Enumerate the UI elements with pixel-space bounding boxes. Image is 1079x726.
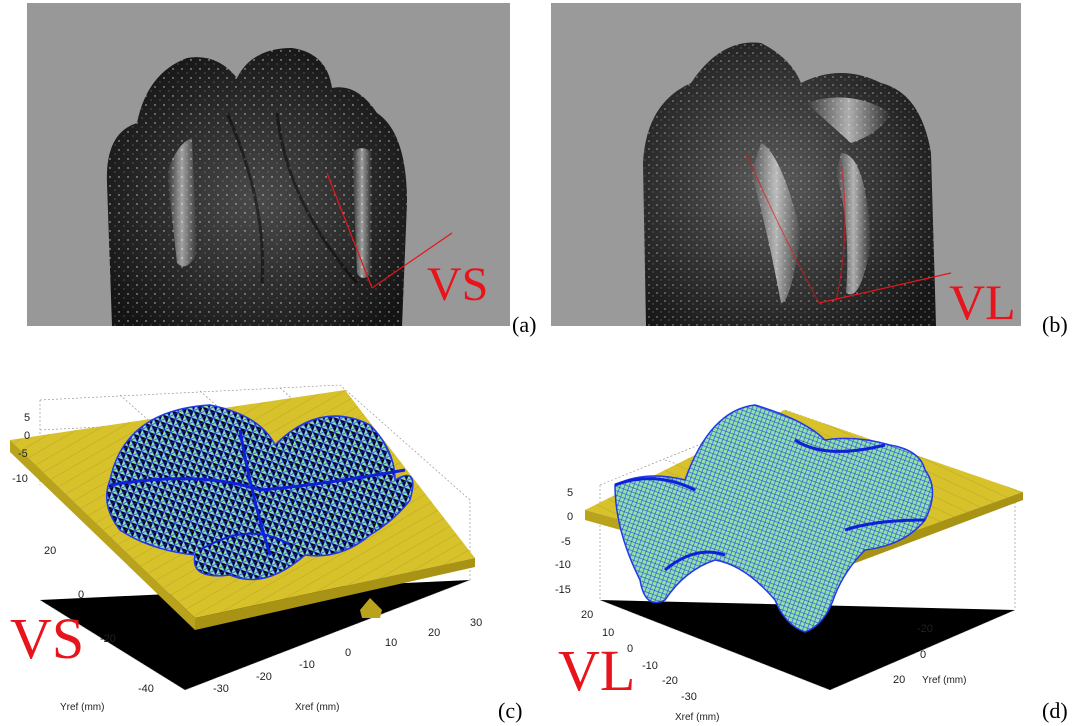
z-tick: 5 bbox=[24, 412, 30, 424]
x-tick: -30 bbox=[213, 683, 229, 695]
photo-vs-tool: VS bbox=[27, 3, 510, 326]
surface-mesh bbox=[105, 404, 414, 581]
x-tick: 10 bbox=[385, 637, 397, 649]
z-tick: 0 bbox=[24, 430, 30, 442]
panel-b: VL (b) bbox=[545, 0, 1079, 345]
z-tick: 0 bbox=[567, 511, 573, 523]
y-axis-label: Yref (mm) bbox=[60, 702, 104, 713]
x-tick: -30 bbox=[681, 691, 697, 703]
x-tick: -20 bbox=[256, 671, 272, 683]
caption-c: (c) bbox=[498, 698, 523, 723]
x-tick: -10 bbox=[299, 659, 315, 671]
z-tick: -10 bbox=[12, 473, 28, 485]
photo-vl-tool: VL bbox=[551, 3, 1021, 326]
y-tick: 0 bbox=[78, 589, 84, 601]
x-axis-label: Xref (mm) bbox=[295, 702, 339, 713]
photo-label-vl: VL bbox=[949, 274, 1016, 326]
x-tick: 0 bbox=[627, 643, 633, 655]
x-tick: -10 bbox=[642, 660, 658, 672]
z-tick: -15 bbox=[555, 584, 571, 596]
x-tick: -20 bbox=[662, 675, 678, 687]
surface-plot-vl: 5 0 -5 -10 -15 20 10 0 -10 -20 -30 -20 0… bbox=[545, 370, 1035, 726]
panel-c: 5 0 -5 -10 20 0 -20 -40 -30 -20 -10 0 10… bbox=[0, 370, 540, 726]
x-axis-label: Xref (mm) bbox=[675, 712, 719, 723]
x-tick: 20 bbox=[428, 627, 440, 639]
y-tick: -20 bbox=[100, 633, 116, 645]
plot-label-vs: VS bbox=[10, 606, 85, 671]
surface-mesh bbox=[614, 404, 934, 633]
x-tick: 10 bbox=[602, 627, 614, 639]
z-tick: -5 bbox=[18, 448, 28, 460]
x-tick: 20 bbox=[581, 609, 593, 621]
z-tick: -10 bbox=[555, 559, 571, 571]
panel-d: 5 0 -5 -10 -15 20 10 0 -10 -20 -30 -20 0… bbox=[545, 370, 1079, 726]
y-tick: 20 bbox=[44, 545, 56, 557]
caption-a: (a) bbox=[512, 312, 537, 337]
y-tick: -40 bbox=[138, 683, 154, 695]
y-tick: 20 bbox=[893, 674, 905, 686]
surface-plot-vs: 5 0 -5 -10 20 0 -20 -40 -30 -20 -10 0 10… bbox=[0, 370, 490, 726]
caption-d: (d) bbox=[1042, 698, 1068, 723]
plot-label-vl: VL bbox=[558, 638, 636, 703]
x-tick: 30 bbox=[470, 617, 482, 629]
z-tick: 5 bbox=[567, 487, 573, 499]
panel-a: VS (a) bbox=[0, 0, 540, 345]
photo-label-vs: VS bbox=[427, 258, 488, 311]
y-tick: 0 bbox=[920, 649, 926, 661]
x-tick: 0 bbox=[345, 647, 351, 659]
z-tick: -5 bbox=[561, 536, 571, 548]
caption-b: (b) bbox=[1042, 312, 1068, 337]
y-tick: -20 bbox=[917, 623, 933, 635]
y-axis-label: Yref (mm) bbox=[922, 675, 966, 686]
